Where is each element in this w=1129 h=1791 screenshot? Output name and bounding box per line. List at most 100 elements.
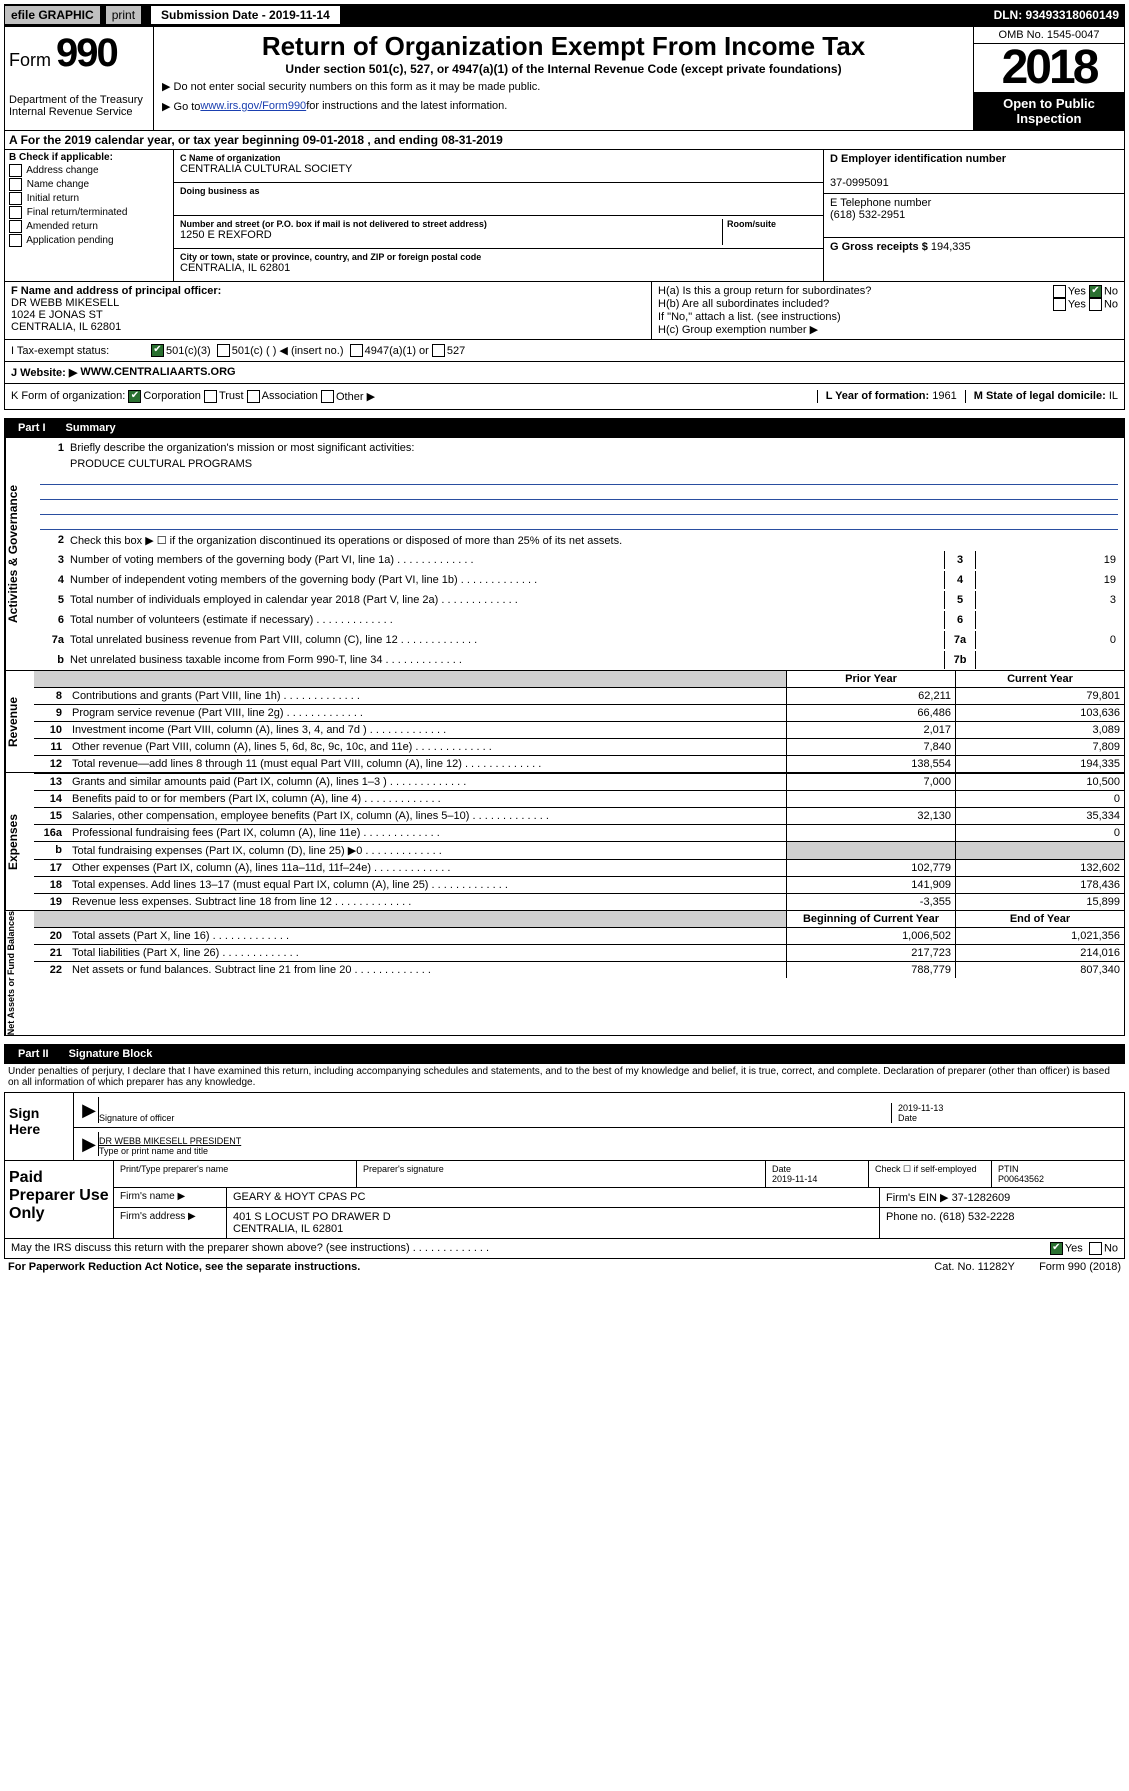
print-button[interactable]: print bbox=[105, 5, 142, 25]
hb-no[interactable]: No bbox=[1104, 298, 1118, 310]
department: Department of the Treasury Internal Reve… bbox=[9, 94, 149, 118]
discuss-row: May the IRS discuss this return with the… bbox=[4, 1239, 1125, 1259]
chk-amended[interactable]: Amended return bbox=[26, 221, 98, 232]
opt-trust: Trust bbox=[219, 390, 244, 403]
table-row: 15Salaries, other compensation, employee… bbox=[34, 807, 1124, 824]
signer-name-label: Type or print name and title bbox=[99, 1146, 208, 1156]
table-row: 19Revenue less expenses. Subtract line 1… bbox=[34, 893, 1124, 910]
box-de: D Employer identification number 37-0995… bbox=[823, 150, 1124, 281]
part2-title: Signature Block bbox=[69, 1048, 153, 1060]
opt-corp: Corporation bbox=[143, 390, 200, 403]
hb-note: If "No," attach a list. (see instruction… bbox=[658, 311, 1118, 323]
hb-yes[interactable]: Yes bbox=[1068, 298, 1086, 310]
perjury-statement: Under penalties of perjury, I declare th… bbox=[4, 1064, 1125, 1090]
chk-app-pending[interactable]: Application pending bbox=[26, 235, 113, 246]
line7b-desc: Net unrelated business taxable income fr… bbox=[70, 654, 944, 666]
opt-other: Other ▶ bbox=[336, 390, 375, 403]
gov-vertical-label: Activities & Governance bbox=[5, 438, 34, 670]
line6-desc: Total number of volunteers (estimate if … bbox=[70, 614, 944, 626]
discuss-question: May the IRS discuss this return with the… bbox=[11, 1242, 1050, 1255]
firm-name-label: Firm's name ▶ bbox=[114, 1188, 227, 1207]
prior-year-header: Prior Year bbox=[786, 671, 955, 687]
chk-name-change[interactable]: Name change bbox=[27, 179, 89, 190]
box-h: H(a) Is this a group return for subordin… bbox=[651, 282, 1124, 339]
line3-value: 19 bbox=[976, 554, 1120, 566]
ptin-value: P00643562 bbox=[998, 1174, 1044, 1184]
efile-button[interactable]: efile GRAPHIC bbox=[4, 5, 101, 25]
opt-4947: 4947(a)(1) or bbox=[365, 345, 429, 357]
city-state-zip: CENTRALIA, IL 62801 bbox=[180, 262, 817, 274]
tax-exempt-label: I Tax-exempt status: bbox=[11, 345, 151, 357]
discuss-yes-chk[interactable]: ✔ bbox=[1050, 1242, 1063, 1255]
org-name: CENTRALIA CULTURAL SOCIETY bbox=[180, 163, 817, 175]
form-title: Return of Organization Exempt From Incom… bbox=[158, 31, 969, 62]
phone-label: E Telephone number bbox=[830, 197, 931, 209]
dba-label: Doing business as bbox=[180, 186, 817, 196]
chk-address-change[interactable]: Address change bbox=[26, 165, 98, 176]
footer: For Paperwork Reduction Act Notice, see … bbox=[4, 1259, 1125, 1275]
footer-cat: Cat. No. 11282Y bbox=[934, 1261, 1014, 1273]
table-row: 20Total assets (Part X, line 16)1,006,50… bbox=[34, 927, 1124, 944]
ha-yes[interactable]: Yes bbox=[1068, 285, 1086, 297]
open-to-public: Open to Public Inspection bbox=[974, 92, 1124, 130]
opt-501c: 501(c) ( ) ◀ (insert no.) bbox=[232, 344, 344, 357]
table-row: 13Grants and similar amounts paid (Part … bbox=[34, 773, 1124, 790]
begin-year-header: Beginning of Current Year bbox=[786, 911, 955, 927]
part1-title: Summary bbox=[66, 422, 116, 434]
website-value: WWW.CENTRALIAARTS.ORG bbox=[80, 366, 235, 379]
signer-name: DR WEBB MIKESELL PRESIDENT bbox=[99, 1136, 1118, 1146]
part2-header: Part II Signature Block bbox=[4, 1044, 1125, 1064]
footer-form: Form 990 (2018) bbox=[1039, 1261, 1121, 1273]
firm-ein-label: Firm's EIN ▶ bbox=[886, 1192, 952, 1204]
sig-label: Signature of officer bbox=[99, 1113, 174, 1123]
end-year-header: End of Year bbox=[955, 911, 1124, 927]
row-website: J Website: ▶ WWW.CENTRALIAARTS.ORG bbox=[4, 362, 1125, 384]
form990-link[interactable]: www.irs.gov/Form990 bbox=[200, 100, 306, 112]
firm-name: GEARY & HOYT CPAS PC bbox=[227, 1188, 880, 1207]
section-governance: Activities & Governance 1Briefly describ… bbox=[4, 438, 1125, 671]
gross-receipts-value: 194,335 bbox=[931, 241, 971, 253]
submission-date: Submission Date - 2019-11-14 bbox=[150, 5, 341, 25]
toolbar: efile GRAPHIC print Submission Date - 20… bbox=[4, 4, 1125, 26]
arrow-icon: ▶ bbox=[80, 1097, 99, 1123]
dln: DLN: 93493318060149 bbox=[994, 8, 1119, 22]
chk-corp[interactable]: ✔ bbox=[128, 390, 141, 403]
chk-final-return[interactable]: Final return/terminated bbox=[27, 207, 128, 218]
table-row: bTotal fundraising expenses (Part IX, co… bbox=[34, 841, 1124, 859]
firm-phone: (618) 532-2228 bbox=[939, 1211, 1014, 1223]
form-org-label: K Form of organization: bbox=[11, 390, 125, 403]
opt-assoc: Association bbox=[262, 390, 318, 403]
section-expenses: Expenses 13Grants and similar amounts pa… bbox=[4, 773, 1125, 911]
preparer-date-label: Date bbox=[772, 1164, 791, 1174]
box-b-label: B Check if applicable: bbox=[9, 152, 113, 163]
part1-header: Part I Summary bbox=[4, 418, 1125, 438]
row-tax-exempt: I Tax-exempt status: ✔ 501(c)(3) 501(c) … bbox=[4, 340, 1125, 362]
exp-vertical-label: Expenses bbox=[5, 773, 34, 910]
line7a-desc: Total unrelated business revenue from Pa… bbox=[70, 634, 944, 646]
table-row: 8Contributions and grants (Part VIII, li… bbox=[34, 687, 1124, 704]
footer-left: For Paperwork Reduction Act Notice, see … bbox=[8, 1261, 360, 1273]
table-row: 21Total liabilities (Part X, line 26)217… bbox=[34, 944, 1124, 961]
chk-initial-return[interactable]: Initial return bbox=[27, 193, 79, 204]
row-klm: K Form of organization: ✔ Corporation Tr… bbox=[4, 384, 1125, 410]
sign-date: 2019-11-13 bbox=[898, 1103, 1118, 1113]
line2-desc: Check this box ▶ ☐ if the organization d… bbox=[70, 534, 1120, 547]
part1-tab: Part I bbox=[10, 420, 54, 436]
table-row: 16aProfessional fundraising fees (Part I… bbox=[34, 824, 1124, 841]
preparer-sig-label: Preparer's signature bbox=[357, 1161, 766, 1187]
line4-desc: Number of independent voting members of … bbox=[70, 574, 944, 586]
domicile-label: M State of legal domicile: bbox=[974, 390, 1109, 402]
street-address: 1250 E REXFORD bbox=[180, 229, 722, 241]
firm-addr2: CENTRALIA, IL 62801 bbox=[233, 1223, 343, 1235]
ha-no[interactable]: No bbox=[1104, 285, 1118, 297]
form-subtitle: Under section 501(c), 527, or 4947(a)(1)… bbox=[158, 62, 969, 76]
section-revenue: Revenue Prior Year Current Year 8Contrib… bbox=[4, 671, 1125, 773]
discuss-no-chk[interactable] bbox=[1089, 1242, 1102, 1255]
chk-501c3[interactable]: ✔ bbox=[151, 344, 164, 357]
officer-addr1: 1024 E JONAS ST bbox=[11, 309, 103, 321]
firm-phone-label: Phone no. bbox=[886, 1211, 939, 1223]
mission-text: PRODUCE CULTURAL PROGRAMS bbox=[34, 458, 1124, 470]
box-c: C Name of organization CENTRALIA CULTURA… bbox=[174, 150, 823, 281]
year-formation: 1961 bbox=[932, 390, 956, 402]
firm-ein: 37-1282609 bbox=[952, 1192, 1011, 1204]
